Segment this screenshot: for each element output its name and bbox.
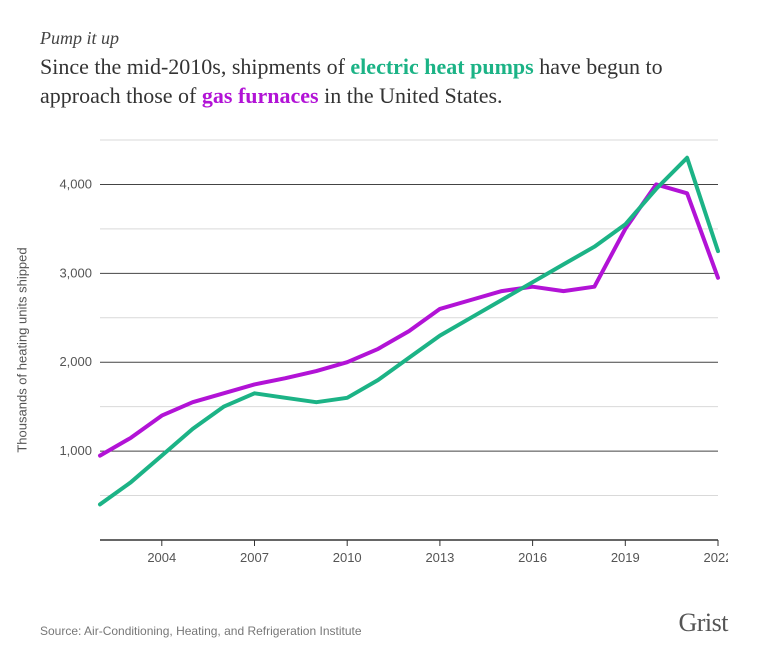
brand-logo: Grist xyxy=(679,608,729,638)
chart-area: Thousands of heating units shipped 1,000… xyxy=(40,130,728,570)
y-axis-label: Thousands of heating units shipped xyxy=(15,248,30,453)
headline-heat-pumps: electric heat pumps xyxy=(350,54,533,79)
source-text: Source: Air-Conditioning, Heating, and R… xyxy=(40,624,362,638)
svg-text:2004: 2004 xyxy=(147,550,176,565)
svg-text:2019: 2019 xyxy=(611,550,640,565)
svg-text:2016: 2016 xyxy=(518,550,547,565)
svg-text:2,000: 2,000 xyxy=(59,354,92,369)
headline: Since the mid-2010s, shipments of electr… xyxy=(40,53,720,110)
line-chart: 1,000 2,000 3,000 4,000 2004 2007 2010 2013 2016… xyxy=(40,130,728,570)
headline-part-1: Since the mid-2010s, shipments of xyxy=(40,54,350,79)
svg-text:4,000: 4,000 xyxy=(59,177,92,192)
svg-text:2010: 2010 xyxy=(333,550,362,565)
svg-text:2022: 2022 xyxy=(704,550,728,565)
svg-text:3,000: 3,000 xyxy=(59,266,92,281)
headline-part-3: in the United States. xyxy=(319,83,503,108)
headline-gas-furnaces: gas furnaces xyxy=(202,83,319,108)
svg-text:2013: 2013 xyxy=(425,550,454,565)
svg-text:1,000: 1,000 xyxy=(59,443,92,458)
svg-text:2007: 2007 xyxy=(240,550,269,565)
footer: Source: Air-Conditioning, Heating, and R… xyxy=(40,608,728,638)
kicker: Pump it up xyxy=(40,28,728,49)
chart-card: Pump it up Since the mid-2010s, shipment… xyxy=(0,0,768,658)
